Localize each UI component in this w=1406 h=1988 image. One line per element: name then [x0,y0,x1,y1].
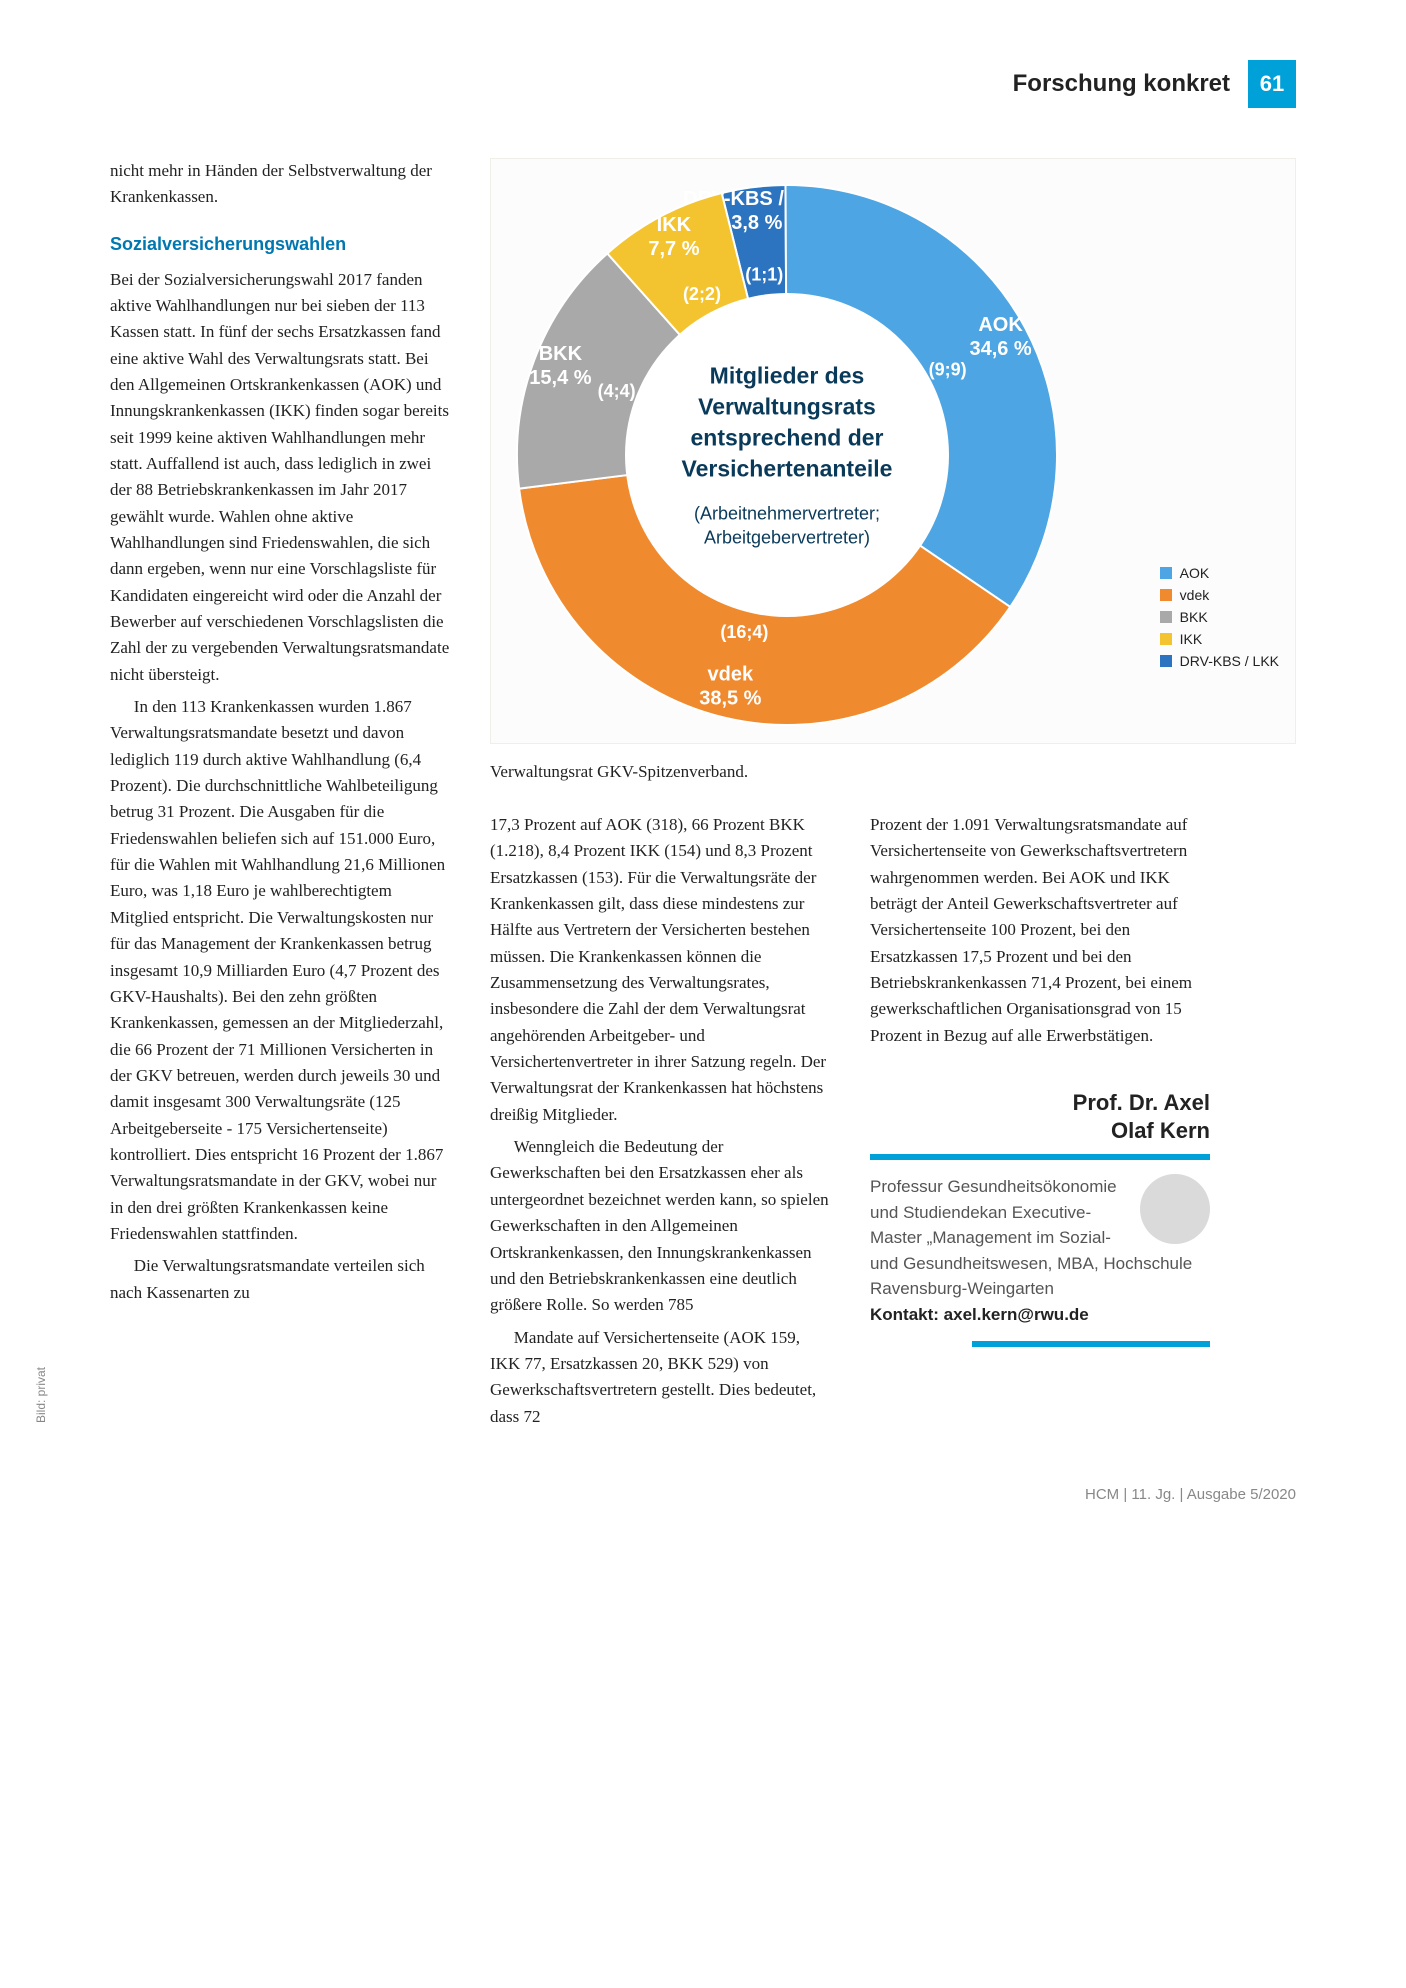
donut-slice-label: 3,8 % [731,212,782,234]
legend-swatch [1160,633,1172,645]
donut-slice-label: 34,6 % [969,338,1031,360]
author-bio: Professur Gesundheitsökonomie und Studie… [870,1174,1210,1327]
body-paragraph: Wenngleich die Bedeutung der Gewerkschaf… [490,1134,830,1318]
body-paragraph: 17,3 Prozent auf AOK (318), 66 Prozent B… [490,812,830,1128]
donut-slice-label: 15,4 % [529,367,591,389]
body-paragraph: Bei der Sozialversicherungswahl 2017 fan… [110,267,450,689]
chart-column: DRV-KBS / LKK3,8 %(1;1)AOK34,6 %(9;9)vde… [490,158,1296,1436]
legend-item: AOK [1160,565,1279,581]
legend-label: IKK [1180,631,1203,647]
legend-swatch [1160,589,1172,601]
donut-slice-label: 38,5 % [699,687,761,709]
page-footer: HCM | 11. Jg. | Ausgabe 5/2020 [110,1486,1296,1503]
body-paragraph: Mandate auf Versichertenseite (AOK 159, … [490,1325,830,1430]
donut-slice-label: BKK [539,343,583,365]
accent-rule [870,1154,1210,1160]
page-number: 61 [1248,60,1296,108]
donut-center-title: Mitglieder des Verwaltungsrats entsprech… [627,361,947,485]
body-column-3: Prozent der 1.091 Verwaltungsratsmandate… [870,812,1210,1436]
legend-item: BKK [1160,609,1279,625]
donut-slice-label: (1;1) [745,264,783,284]
donut-chart: DRV-KBS / LKK3,8 %(1;1)AOK34,6 %(9;9)vde… [507,175,1067,735]
chart-legend: AOK vdek BKK IKK DRV-KBS / LKK [1160,565,1279,675]
donut-slice-label: IKK [657,214,692,236]
author-contact-email: axel.kern@rwu.de [944,1305,1089,1324]
donut-slice-label: vdek [708,663,754,685]
author-box: Prof. Dr. Axel Olaf Kern Professur Gesun… [870,1089,1210,1347]
section-title: Forschung konkret [1013,70,1230,98]
legend-label: DRV-KBS / LKK [1180,653,1279,669]
body-paragraph: Die Verwaltungsratsmandate verteilen sic… [110,1253,450,1306]
author-name: Prof. Dr. Axel Olaf Kern [870,1089,1210,1144]
legend-swatch [1160,655,1172,667]
page-header: Forschung konkret 61 [110,60,1296,108]
photo-credit: Bild: privat [34,1367,48,1423]
subheading-sozialversicherungswahlen: Sozialversicherungswahlen [110,231,450,259]
donut-slice-label: 7,7 % [648,238,699,260]
donut-center-label: Mitglieder des Verwaltungsrats entsprech… [627,361,947,550]
legend-swatch [1160,611,1172,623]
donut-center-subtitle: (Arbeitnehmervertreter; Arbeitgebervertr… [627,503,947,550]
body-paragraph: Prozent der 1.091 Verwaltungsratsmandate… [870,812,1210,1049]
body-column-1: nicht mehr in Händen der Selbstverwaltun… [110,158,450,1436]
lead-in-text: nicht mehr in Händen der Selbstverwaltun… [110,158,450,211]
donut-slice-label: (2;2) [683,284,721,304]
body-column-2: 17,3 Prozent auf AOK (318), 66 Prozent B… [490,812,830,1436]
accent-rule [972,1341,1210,1347]
legend-label: AOK [1180,565,1210,581]
author-contact-label: Kontakt: [870,1305,944,1324]
legend-label: vdek [1180,587,1210,603]
chart-caption: Verwaltungsrat GKV-Spitzenverband. [490,762,1296,782]
legend-item: vdek [1160,587,1279,603]
donut-slice-label: (16;4) [720,622,768,642]
donut-slice-label: AOK [978,314,1023,336]
legend-item: IKK [1160,631,1279,647]
body-paragraph: In den 113 Krankenkassen wurden 1.867 Ve… [110,694,450,1247]
legend-item: DRV-KBS / LKK [1160,653,1279,669]
author-name-line: Prof. Dr. Axel [1073,1090,1210,1115]
legend-swatch [1160,567,1172,579]
author-avatar [1140,1174,1210,1244]
donut-chart-container: DRV-KBS / LKK3,8 %(1;1)AOK34,6 %(9;9)vde… [490,158,1296,744]
legend-label: BKK [1180,609,1208,625]
author-name-line: Olaf Kern [1111,1118,1210,1143]
